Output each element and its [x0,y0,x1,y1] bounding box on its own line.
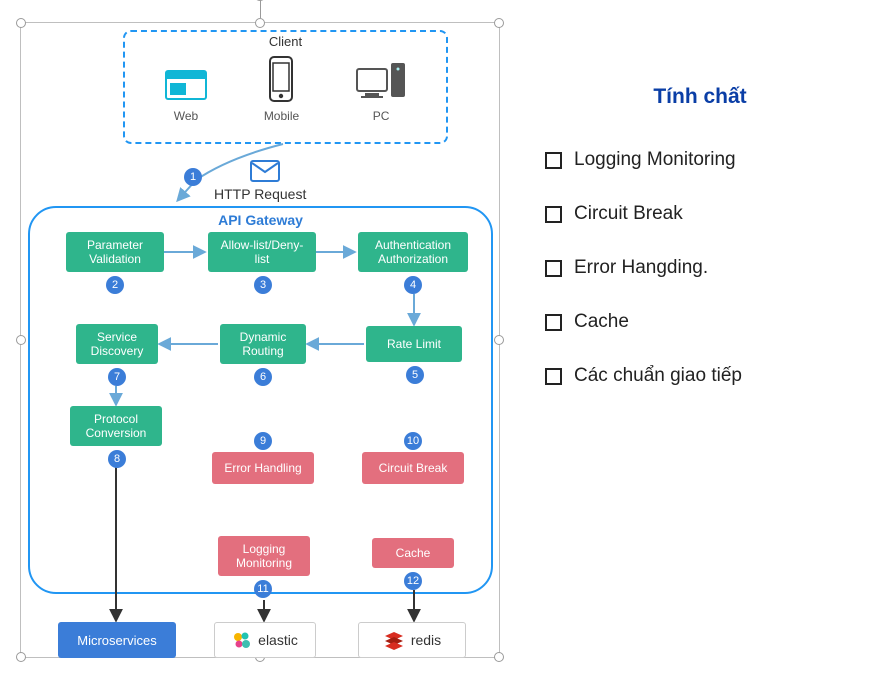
client-item-web: Web [162,65,210,123]
step-badge-1: 1 [184,168,202,186]
gateway-node-10: Circuit Break [362,452,464,484]
gateway-node-11: LoggingMonitoring [218,536,310,576]
rotation-handle[interactable] [254,0,266,1]
gateway-node-5: Rate Limit [366,326,462,362]
resize-handle-tr[interactable] [494,18,504,28]
envelope-icon [250,160,280,187]
client-label-mobile: Mobile [264,109,299,123]
client-title: Client [125,34,446,49]
gateway-node-4: AuthenticationAuthorization [358,232,468,272]
gateway-node-2: ParameterValidation [66,232,164,272]
architecture-diagram: Client Web Mobile [28,28,493,658]
step-badge-7: 7 [108,368,126,386]
step-badge-11: 11 [254,580,272,598]
destination-microservices: Microservices [58,622,176,658]
step-badge-9: 9 [254,432,272,450]
property-label: Error Hangding. [574,257,708,279]
resize-handle-tm[interactable] [255,18,265,28]
pc-icon [353,59,409,105]
api-gateway-title: API Gateway [218,212,303,228]
property-label: Circuit Break [574,203,683,225]
resize-handle-bl[interactable] [16,652,26,662]
properties-title: Tính chất [545,85,855,109]
resize-handle-br[interactable] [494,652,504,662]
client-item-mobile: Mobile [264,55,299,123]
checkbox-icon [545,368,562,385]
gateway-node-12: Cache [372,538,454,568]
step-badge-8: 8 [108,450,126,468]
step-badge-6: 6 [254,368,272,386]
gateway-node-7: ServiceDiscovery [76,324,158,364]
step-badge-12: 12 [404,572,422,590]
resize-handle-ml[interactable] [16,335,26,345]
checkbox-icon [545,152,562,169]
checkbox-icon [545,260,562,277]
client-label-web: Web [174,109,198,123]
resize-handle-mr[interactable] [494,335,504,345]
web-icon [162,65,210,105]
property-item-0: Logging Monitoring [545,149,855,171]
resize-handle-tl[interactable] [16,18,26,28]
properties-panel: Tính chất Logging Monitoring Circuit Brea… [545,85,855,419]
property-label: Các chuẩn giao tiếp [574,365,742,387]
gateway-node-3: Allow-list/Deny-list [208,232,316,272]
client-label-pc: PC [373,109,390,123]
property-item-4: Các chuẩn giao tiếp [545,365,855,387]
property-item-2: Error Hangding. [545,257,855,279]
checkbox-icon [545,206,562,223]
http-request-label: HTTP Request [214,186,306,202]
step-badge-5: 5 [406,366,424,384]
property-item-1: Circuit Break [545,203,855,225]
step-badge-3: 3 [254,276,272,294]
step-badge-4: 4 [404,276,422,294]
destination-redis: redis [358,622,466,658]
checkbox-icon [545,314,562,331]
gateway-node-9: Error Handling [212,452,314,484]
client-items: Web Mobile PC [125,55,446,123]
destination-elastic: elastic [214,622,316,658]
property-label: Logging Monitoring [574,149,736,171]
property-label: Cache [574,311,629,333]
client-item-pc: PC [353,59,409,123]
step-badge-10: 10 [404,432,422,450]
gateway-node-6: DynamicRouting [220,324,306,364]
client-group: Client Web Mobile [123,30,448,144]
step-badge-2: 2 [106,276,124,294]
gateway-node-8: ProtocolConversion [70,406,162,446]
property-item-3: Cache [545,311,855,333]
rotation-stem [260,0,261,18]
mobile-icon [264,55,298,105]
